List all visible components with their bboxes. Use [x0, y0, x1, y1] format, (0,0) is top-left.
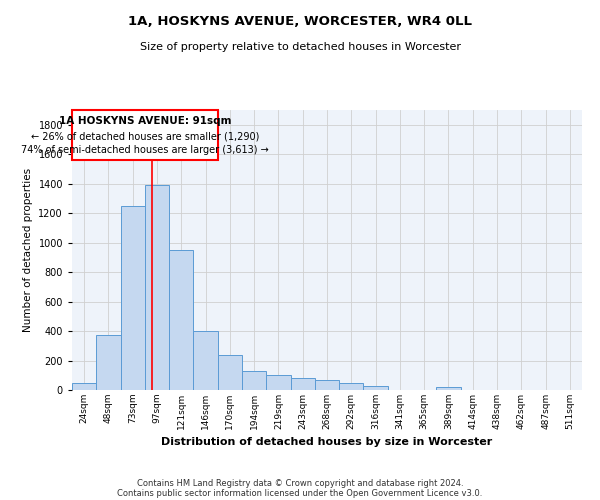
Bar	[290, 378, 315, 390]
X-axis label: Distribution of detached houses by size in Worcester: Distribution of detached houses by size …	[161, 438, 493, 448]
Text: Contains HM Land Registry data © Crown copyright and database right 2024.: Contains HM Land Registry data © Crown c…	[137, 478, 463, 488]
Text: ← 26% of detached houses are smaller (1,290): ← 26% of detached houses are smaller (1,…	[31, 131, 259, 141]
Bar	[242, 371, 266, 390]
Text: Size of property relative to detached houses in Worcester: Size of property relative to detached ho…	[139, 42, 461, 52]
Bar	[72, 382, 96, 390]
Text: 74% of semi-detached houses are larger (3,613) →: 74% of semi-detached houses are larger (…	[21, 145, 269, 155]
Bar	[266, 376, 290, 390]
Bar	[339, 382, 364, 390]
Bar	[96, 336, 121, 390]
Text: 1A, HOSKYNS AVENUE, WORCESTER, WR4 0LL: 1A, HOSKYNS AVENUE, WORCESTER, WR4 0LL	[128, 15, 472, 28]
Bar	[145, 185, 169, 390]
Bar	[121, 206, 145, 390]
Bar	[169, 250, 193, 390]
Bar	[218, 354, 242, 390]
Bar	[315, 380, 339, 390]
Bar	[436, 387, 461, 390]
Bar	[364, 386, 388, 390]
Text: 1A HOSKYNS AVENUE: 91sqm: 1A HOSKYNS AVENUE: 91sqm	[59, 116, 231, 126]
Y-axis label: Number of detached properties: Number of detached properties	[23, 168, 33, 332]
Text: Contains public sector information licensed under the Open Government Licence v3: Contains public sector information licen…	[118, 488, 482, 498]
Bar	[193, 331, 218, 390]
